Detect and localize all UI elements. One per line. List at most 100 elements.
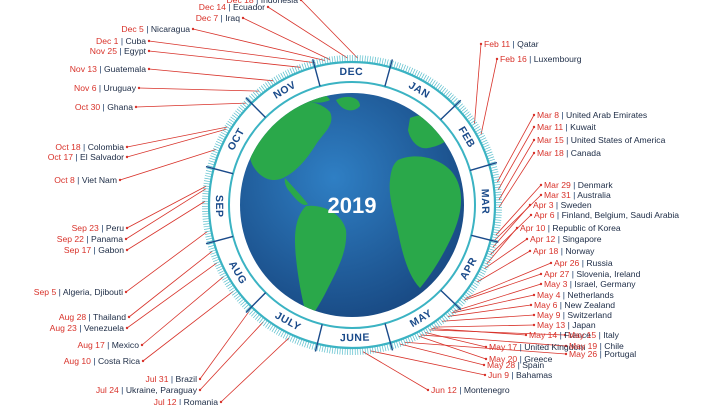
leader-line [498, 139, 535, 201]
separator-bar: | [97, 64, 104, 74]
day-tick [429, 324, 434, 332]
day-tick [211, 254, 218, 258]
leader-dot [137, 86, 141, 90]
day-tick [371, 346, 374, 354]
date-text: Sep 5 [34, 287, 57, 297]
day-tick [493, 221, 501, 224]
country-text: France [564, 330, 591, 340]
date-text: Apr 10 [520, 223, 546, 233]
separator-bar: | [168, 374, 175, 384]
date-country-label: Sep 17 | Gabon [64, 245, 124, 255]
day-tick [493, 183, 501, 186]
day-tick [212, 256, 219, 260]
day-tick [224, 125, 231, 130]
leader-dot [564, 344, 568, 348]
leader-dot [532, 323, 536, 327]
day-tick [391, 60, 394, 68]
leader-dot [191, 27, 195, 31]
separator-bar: | [569, 269, 576, 279]
separator-bar: | [510, 39, 517, 49]
country-text: Ecuador [233, 2, 265, 12]
leader-line [480, 58, 498, 135]
day-tick [232, 290, 239, 296]
separator-bar: | [75, 175, 82, 185]
day-tick [383, 58, 387, 66]
leader-line [420, 334, 567, 347]
day-tick [486, 153, 494, 157]
day-tick [364, 55, 366, 63]
leader-line [126, 185, 207, 229]
leader-line [433, 324, 535, 328]
day-tick [369, 56, 371, 64]
day-tick [450, 96, 456, 102]
country-text: Norway [565, 246, 595, 256]
country-text: Japan [572, 320, 596, 330]
day-tick [486, 252, 494, 256]
leader-line [148, 68, 274, 82]
day-tick [450, 308, 456, 314]
separator-bar: | [563, 122, 570, 132]
day-tick [481, 142, 489, 146]
separator-bar: | [545, 223, 552, 233]
date-country-label: Jun 12 | Montenegro [431, 385, 510, 395]
separator-bar: | [119, 385, 126, 395]
leader-line [192, 28, 325, 61]
country-text: Algeria, Djibouti [63, 287, 123, 297]
country-text: Mexico [112, 340, 139, 350]
day-tick [207, 165, 215, 168]
day-tick [250, 93, 257, 100]
day-tick [218, 136, 225, 141]
day-tick [240, 300, 246, 306]
leader-line [451, 294, 535, 314]
day-tick [294, 66, 298, 73]
day-tick [494, 219, 502, 221]
day-tick [405, 337, 409, 345]
country-text: Egypt [124, 46, 147, 56]
day-tick [362, 347, 364, 355]
day-tick [226, 122, 233, 128]
day-tick [381, 344, 384, 352]
day-tick [210, 251, 218, 255]
separator-bar: | [555, 210, 562, 220]
country-text: United Kingdom [524, 342, 585, 352]
country-text: Finland, Belgium, Saudi Arabia [562, 210, 680, 220]
day-tick [299, 64, 303, 72]
day-tick [220, 274, 228, 279]
date-text: May 4 [537, 290, 561, 300]
separator-bar: | [100, 102, 107, 112]
leader-line [496, 114, 535, 183]
day-tick [254, 90, 260, 97]
day-tick [213, 145, 221, 150]
day-tick [203, 180, 211, 183]
separator-bar: | [554, 200, 561, 210]
date-text: Mar 18 [537, 148, 564, 158]
day-tick [420, 73, 425, 80]
country-text: Brazil [176, 374, 198, 384]
date-country-label: Dec 1 | Cuba [96, 36, 146, 46]
day-tick [203, 223, 211, 225]
separator-bar: | [560, 310, 567, 320]
day-tick [241, 302, 248, 308]
date-country-label: Apr 12 | Singapore [530, 234, 602, 244]
leader-line [125, 231, 208, 293]
day-tick [331, 346, 334, 354]
leader-line [125, 188, 207, 240]
day-tick [472, 123, 479, 129]
leader-dot [532, 293, 536, 297]
date-country-label: Jul 24 | Ukraine, Paraguay [96, 385, 198, 395]
day-tick [388, 342, 392, 350]
day-tick [249, 309, 255, 315]
leader-dot [539, 282, 543, 286]
leader-dot [495, 57, 499, 61]
date-country-label: Dec 5 | Nicaragua [121, 24, 190, 34]
leader-dot [528, 249, 532, 253]
day-tick [204, 232, 212, 235]
day-tick [402, 64, 406, 72]
country-text: Spain [522, 360, 544, 370]
country-text: Cuba [125, 36, 146, 46]
leader-dot [125, 155, 129, 159]
separator-bar: | [218, 13, 225, 23]
date-text: Aug 23 [50, 323, 77, 333]
leader-line [497, 126, 535, 190]
separator-bar: | [97, 83, 104, 93]
